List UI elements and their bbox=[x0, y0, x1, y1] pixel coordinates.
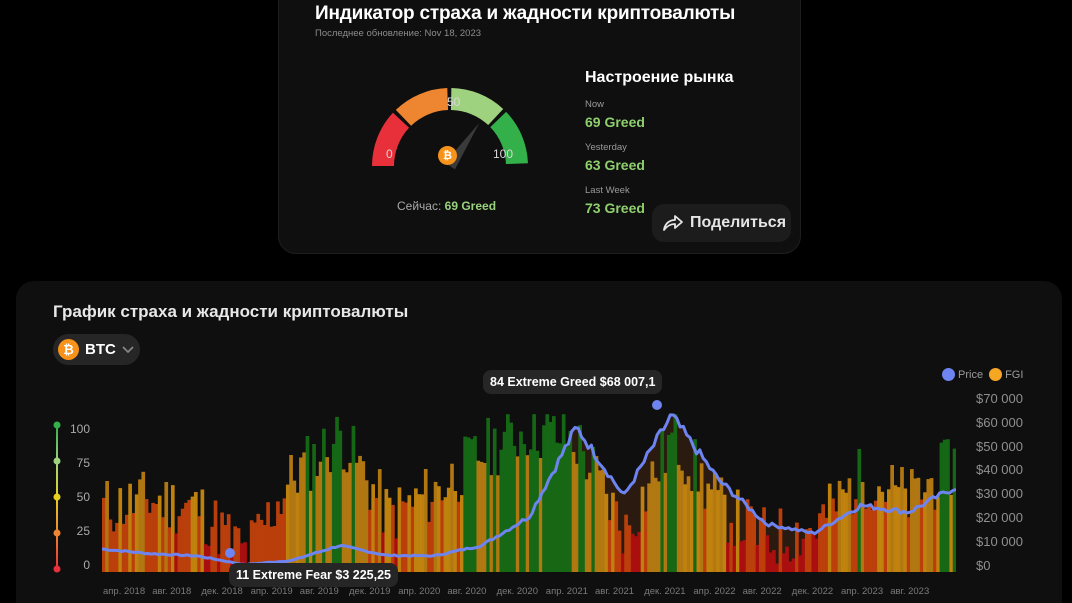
market-mood-title: Настроение рынка bbox=[585, 69, 734, 86]
x-tick-label: авг. 2020 bbox=[447, 586, 487, 597]
y-right-tick-10000: $10 000 bbox=[976, 534, 1023, 549]
y-right-tick-50000: $50 000 bbox=[976, 439, 1023, 454]
y-left-tick-25: 25 bbox=[76, 524, 90, 538]
mood-now-label: Now bbox=[585, 99, 605, 110]
mood-yesterday-label: Yesterday bbox=[585, 142, 627, 153]
max-point-tooltip: 84 Extreme Greed $68 007,1 bbox=[483, 370, 663, 394]
bitcoin-icon: ₿ bbox=[58, 339, 79, 360]
min-point-tooltip: 11 Extreme Fear $3 225,25 bbox=[229, 563, 398, 587]
mood-lastweek-label: Last Week bbox=[585, 185, 630, 196]
mood-now-value: 69 Greed bbox=[585, 114, 645, 130]
x-tick-label: авг. 2021 bbox=[595, 586, 635, 597]
y-right-tick-30000: $30 000 bbox=[976, 486, 1023, 501]
gauge-now-text: Сейчас: 69 Greed bbox=[397, 199, 496, 213]
gauge-mid-label: 50 bbox=[447, 95, 461, 109]
x-tick-label: дек. 2022 bbox=[791, 586, 834, 597]
x-tick-label: авг. 2023 bbox=[890, 586, 930, 597]
chevron-down-icon bbox=[122, 345, 134, 353]
x-tick-label: дек. 2021 bbox=[644, 586, 686, 597]
y-left-tick-75: 75 bbox=[76, 456, 90, 470]
chart-title: График страха и жадности криптовалюты bbox=[53, 302, 409, 321]
x-tick-label: авг. 2018 bbox=[152, 586, 192, 597]
y-right-tick-40000: $40 000 bbox=[976, 462, 1023, 477]
last-updated: Последнее обновление: Nov 18, 2023 bbox=[315, 28, 482, 39]
y-left-tick-50: 50 bbox=[76, 490, 90, 504]
x-tick-label: апр. 2023 bbox=[841, 586, 884, 597]
gauge-min-label: 0 bbox=[386, 147, 393, 161]
x-tick-label: апр. 2020 bbox=[398, 586, 441, 597]
x-tick-label: дек. 2018 bbox=[201, 586, 243, 597]
y-right-tick-70000: $70 000 bbox=[976, 391, 1023, 406]
coin-selector[interactable]: ₿ BTC bbox=[53, 334, 140, 365]
y-right-tick-20000: $20 000 bbox=[976, 510, 1023, 525]
fear-greed-chart-card: График страха и жадности криптовалюты ₿ … bbox=[16, 281, 1062, 603]
now-value: 69 Greed bbox=[444, 199, 497, 213]
chart-legend: Price FGI bbox=[942, 368, 1023, 381]
market-mood: Настроение рынка Now 69 Greed Yesterday … bbox=[585, 69, 733, 228]
fear-greed-indicator-card: Индикатор страха и жадности криптовалюты… bbox=[278, 0, 801, 254]
y-left-tick-100: 100 bbox=[69, 422, 90, 436]
x-tick-label: апр. 2022 bbox=[693, 586, 736, 597]
x-tick-label: авг. 2022 bbox=[742, 586, 782, 597]
indicator-title: Индикатор страха и жадности криптовалюты bbox=[315, 3, 736, 24]
bitcoin-icon: ₿ bbox=[438, 146, 457, 165]
x-tick-label: апр. 2019 bbox=[250, 586, 293, 597]
mood-yesterday-value: 63 Greed bbox=[585, 157, 645, 173]
share-button[interactable]: Поделиться bbox=[652, 204, 791, 242]
share-arrow-icon bbox=[663, 215, 683, 231]
gauge-max-label: 100 bbox=[493, 147, 514, 161]
y-right-tick-60000: $60 000 bbox=[976, 415, 1023, 430]
y-left-tick-0: 0 bbox=[83, 558, 90, 572]
now-prefix: Сейчас: bbox=[397, 199, 442, 213]
coin-symbol: BTC bbox=[85, 341, 116, 358]
x-tick-label: авг. 2019 bbox=[299, 586, 339, 597]
fear-greed-gauge: 50 0 100 ₿ bbox=[365, 79, 535, 199]
legend-price[interactable]: Price bbox=[958, 368, 984, 381]
fgi-price-plot[interactable] bbox=[102, 396, 956, 572]
mood-lastweek-value: 73 Greed bbox=[585, 200, 645, 216]
price-legend-dot bbox=[942, 368, 955, 381]
fgi-axis-scale bbox=[53, 421, 61, 573]
x-tick-label: дек. 2020 bbox=[496, 586, 538, 597]
gauge-arcs bbox=[372, 88, 528, 170]
fgi-legend-dot bbox=[989, 368, 1003, 381]
y-right-tick-0: $0 bbox=[976, 558, 991, 573]
x-tick-label: апр. 2018 bbox=[103, 586, 146, 597]
x-tick-label: дек. 2019 bbox=[349, 586, 391, 597]
share-label: Поделиться bbox=[690, 214, 787, 231]
x-tick-label: апр. 2021 bbox=[545, 586, 588, 597]
legend-fgi[interactable]: FGI bbox=[1005, 368, 1024, 381]
